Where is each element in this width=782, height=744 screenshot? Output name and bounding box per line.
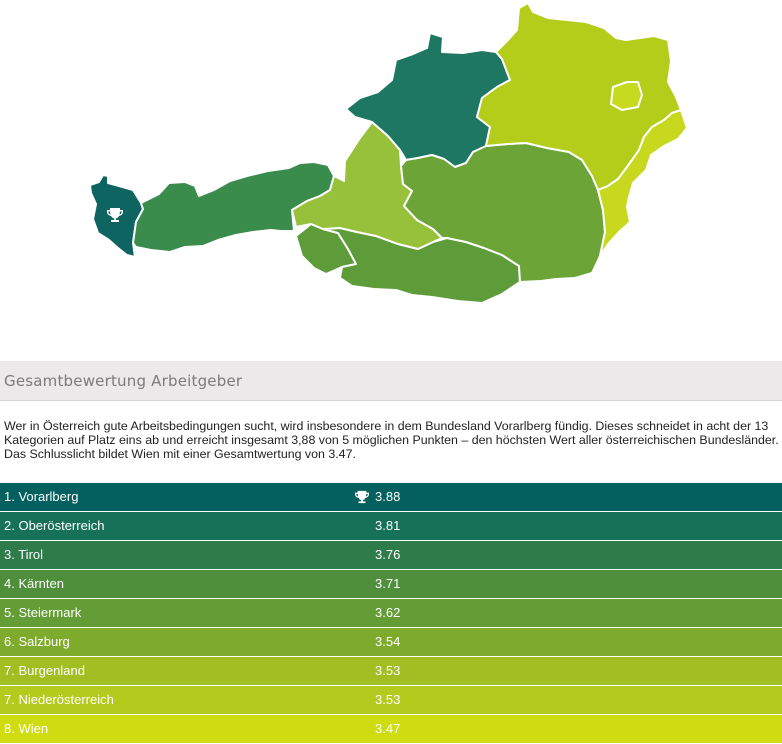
ranking-row-score: 3.53 — [375, 663, 401, 678]
ranking-row[interactable]: 6. Salzburg 3.54 — [0, 628, 782, 657]
section-header: Gesamtbewertung Arbeitgeber — [0, 361, 782, 401]
ranking-row-score: 3.88 — [375, 489, 401, 504]
map-region-burgenland[interactable] — [597, 109, 688, 257]
ranking-row[interactable]: 5. Steiermark 3.62 — [0, 599, 782, 628]
ranking-row-label: 6. Salzburg — [4, 634, 70, 649]
ranking-row[interactable]: 1. Vorarlberg 3.88 — [0, 483, 782, 512]
ranking-row[interactable]: 7. Burgenland 3.53 — [0, 657, 782, 686]
ranking-row-label: 3. Tirol — [4, 547, 44, 562]
ranking-row-label: 8. Wien — [4, 721, 49, 736]
ranking-row-score: 3.62 — [375, 605, 401, 620]
trophy-icon — [355, 490, 369, 504]
ranking-row-score: 3.54 — [375, 634, 401, 649]
austria-map — [0, 0, 782, 360]
map-region-steiermark[interactable] — [400, 142, 606, 283]
section-description: Wer in Österreich gute Arbeitsbedingunge… — [4, 419, 779, 461]
ranking-row[interactable]: 4. Kärnten 3.71 — [0, 570, 782, 599]
ranking-row[interactable]: 3. Tirol 3.76 — [0, 541, 782, 570]
ranking-row-label: 7. Niederösterreich — [4, 692, 114, 707]
ranking-row-label: 1. Vorarlberg — [4, 489, 79, 504]
ranking-list: 1. Vorarlberg 3.88 2. Oberösterreich 3.81 3.… — [0, 483, 782, 744]
ranking-row-score: 3.47 — [375, 721, 401, 736]
ranking-row-label: 4. Kärnten — [4, 576, 64, 591]
ranking-row-score: 3.81 — [375, 518, 401, 533]
section-title: Gesamtbewertung Arbeitgeber — [4, 372, 243, 390]
ranking-row-label: 7. Burgenland — [4, 663, 85, 678]
map-region-wien[interactable] — [610, 81, 643, 111]
trophy-icon — [107, 208, 123, 222]
ranking-row-score: 3.76 — [375, 547, 401, 562]
ranking-row-label: 2. Oberösterreich — [4, 518, 105, 533]
ranking-row[interactable]: 8. Wien 3.47 — [0, 715, 782, 744]
ranking-row[interactable]: 7. Niederösterreich 3.53 — [0, 686, 782, 715]
ranking-row-label: 5. Steiermark — [4, 605, 82, 620]
ranking-row[interactable]: 2. Oberösterreich 3.81 — [0, 512, 782, 541]
ranking-row-score: 3.71 — [375, 576, 401, 591]
ranking-row-score: 3.53 — [375, 692, 401, 707]
austria-map-svg — [89, 2, 688, 304]
